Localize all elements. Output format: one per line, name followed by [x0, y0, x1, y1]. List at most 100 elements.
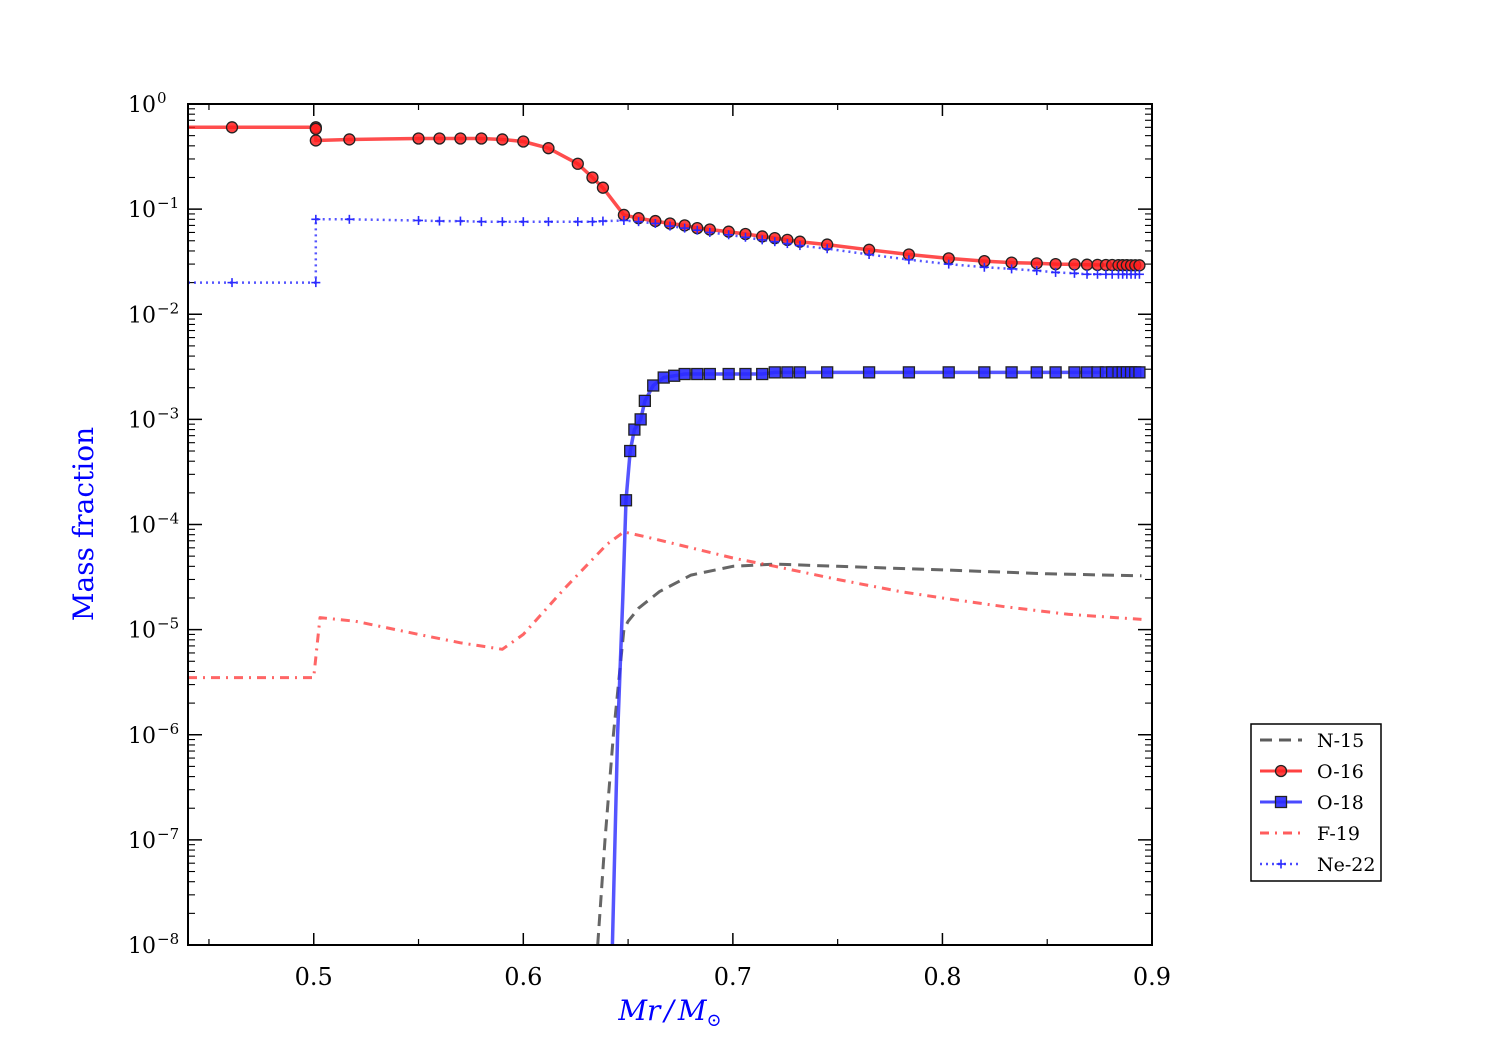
x-axis-label-sep: / — [661, 994, 676, 1027]
marker-o-16 — [475, 132, 488, 145]
marker-o-18 — [703, 367, 716, 381]
marker-o-18 — [691, 367, 704, 381]
y-tick-exponent: 0 — [157, 89, 167, 107]
series-line-o-16 — [188, 125, 1140, 268]
marker-ne-22 — [573, 217, 583, 227]
legend-label: O-16 — [1317, 761, 1364, 783]
x-tick-label: 0.9 — [1133, 963, 1171, 991]
legend-label: F-19 — [1317, 823, 1360, 845]
legend-item-o-18: O-18 — [1260, 792, 1364, 814]
marker-ne-22 — [650, 218, 660, 228]
marker-ne-22 — [434, 216, 444, 226]
marker-ne-22 — [757, 235, 767, 245]
marker-o-18 — [902, 366, 916, 379]
marker-ne-22 — [497, 217, 507, 227]
marker-ne-22 — [740, 232, 750, 242]
marker-ne-22 — [782, 239, 792, 249]
marker-ne-22 — [227, 278, 237, 288]
legend-item-f-19: F-19 — [1260, 823, 1360, 845]
marker-o-18 — [1030, 366, 1043, 379]
x-axis-label-sun: ⊙ — [707, 1010, 722, 1031]
marker-o-18 — [781, 366, 794, 379]
y-tick-label: 10 — [128, 408, 156, 433]
marker-o-18 — [1133, 366, 1146, 379]
marker-o-16 — [1133, 259, 1146, 272]
marker-ne-22 — [518, 217, 528, 227]
y-tick-label: 10 — [128, 829, 156, 854]
legend: N-15 O-16 O-18 F-19 Ne-22 — [1250, 723, 1382, 882]
legend-items: N-15 O-16 O-18 F-19 Ne-22 — [1260, 730, 1375, 876]
marker-o-18 — [1080, 366, 1094, 379]
marker-o-18 — [634, 413, 647, 426]
marker-ne-22 — [944, 259, 954, 269]
y-axis-label: Mass fraction — [67, 427, 100, 621]
marker-o-16 — [517, 135, 530, 148]
marker-o-18 — [756, 367, 769, 381]
marker-o-18 — [619, 494, 633, 507]
marker-ne-22 — [705, 227, 715, 237]
marker-o-16 — [309, 134, 322, 147]
marker-o-16 — [343, 133, 356, 146]
marker-o-18 — [793, 366, 807, 379]
y-tick-exponent: −3 — [157, 404, 179, 422]
marker-o-18 — [668, 369, 681, 382]
y-tick-exponent: −6 — [157, 720, 179, 738]
y-tick-label: 10 — [128, 724, 156, 749]
marker-o-16 — [225, 121, 239, 134]
marker-ne-22 — [1051, 267, 1061, 277]
marker-ne-22 — [795, 241, 805, 251]
marker-o-18 — [1049, 366, 1062, 379]
marker-ne-22 — [1082, 269, 1092, 279]
marker-o-16 — [542, 142, 555, 155]
legend-label: Ne-22 — [1317, 854, 1375, 876]
marker-o-16 — [1080, 258, 1094, 271]
series-layer — [188, 125, 1142, 945]
marker-o-16 — [1068, 258, 1081, 271]
marker-o-18 — [1068, 366, 1081, 379]
marker-ne-22 — [587, 217, 597, 227]
legend-label: N-15 — [1317, 730, 1364, 752]
series-line-ne-22 — [188, 218, 1140, 284]
marker-o-18 — [862, 366, 876, 379]
marker-o-18 — [1005, 366, 1018, 379]
legend-item-o-16: O-16 — [1260, 761, 1364, 783]
x-axis-label-sub: M — [677, 994, 708, 1027]
legend-marker-o-16 — [1274, 764, 1288, 778]
y-tick-exponent: −8 — [157, 930, 179, 948]
y-tick-exponent: −7 — [157, 825, 179, 843]
marker-o-18 — [628, 423, 641, 436]
x-axis-label-main: Mr — [617, 994, 662, 1027]
x-tick-label: 0.6 — [504, 963, 542, 991]
marker-ne-22 — [1134, 269, 1144, 279]
x-tick-label: 0.7 — [714, 963, 752, 991]
marker-ne-22 — [311, 278, 321, 288]
markers-layer — [225, 121, 1146, 507]
y-tick-exponent: −5 — [157, 615, 179, 633]
marker-ne-22 — [1032, 266, 1042, 276]
legend-label: O-18 — [1317, 792, 1364, 814]
marker-ne-22 — [634, 217, 644, 227]
marker-o-18 — [739, 367, 752, 381]
marker-ne-22 — [476, 217, 486, 227]
x-axis-label: Mr / M⊙ — [617, 994, 721, 1031]
marker-o-18 — [678, 367, 691, 381]
marker-o-18 — [638, 394, 652, 408]
legend-marker-ne-22 — [1276, 859, 1286, 869]
marker-ne-22 — [311, 214, 321, 224]
marker-ne-22 — [543, 217, 553, 227]
x-tick-label: 0.5 — [295, 963, 333, 991]
marker-ne-22 — [598, 216, 608, 226]
legend-item-n-15: N-15 — [1260, 730, 1364, 752]
marker-ne-22 — [904, 255, 914, 265]
y-tick-exponent: −2 — [157, 299, 179, 317]
marker-ne-22 — [770, 237, 780, 247]
y-tick-exponent: −4 — [157, 510, 179, 528]
marker-ne-22 — [1069, 268, 1079, 278]
marker-o-16 — [454, 132, 467, 145]
marker-o-18 — [821, 366, 834, 379]
marker-ne-22 — [619, 215, 629, 225]
y-tick-label: 10 — [128, 514, 156, 539]
marker-ne-22 — [665, 221, 675, 231]
y-tick-label: 10 — [128, 93, 156, 118]
